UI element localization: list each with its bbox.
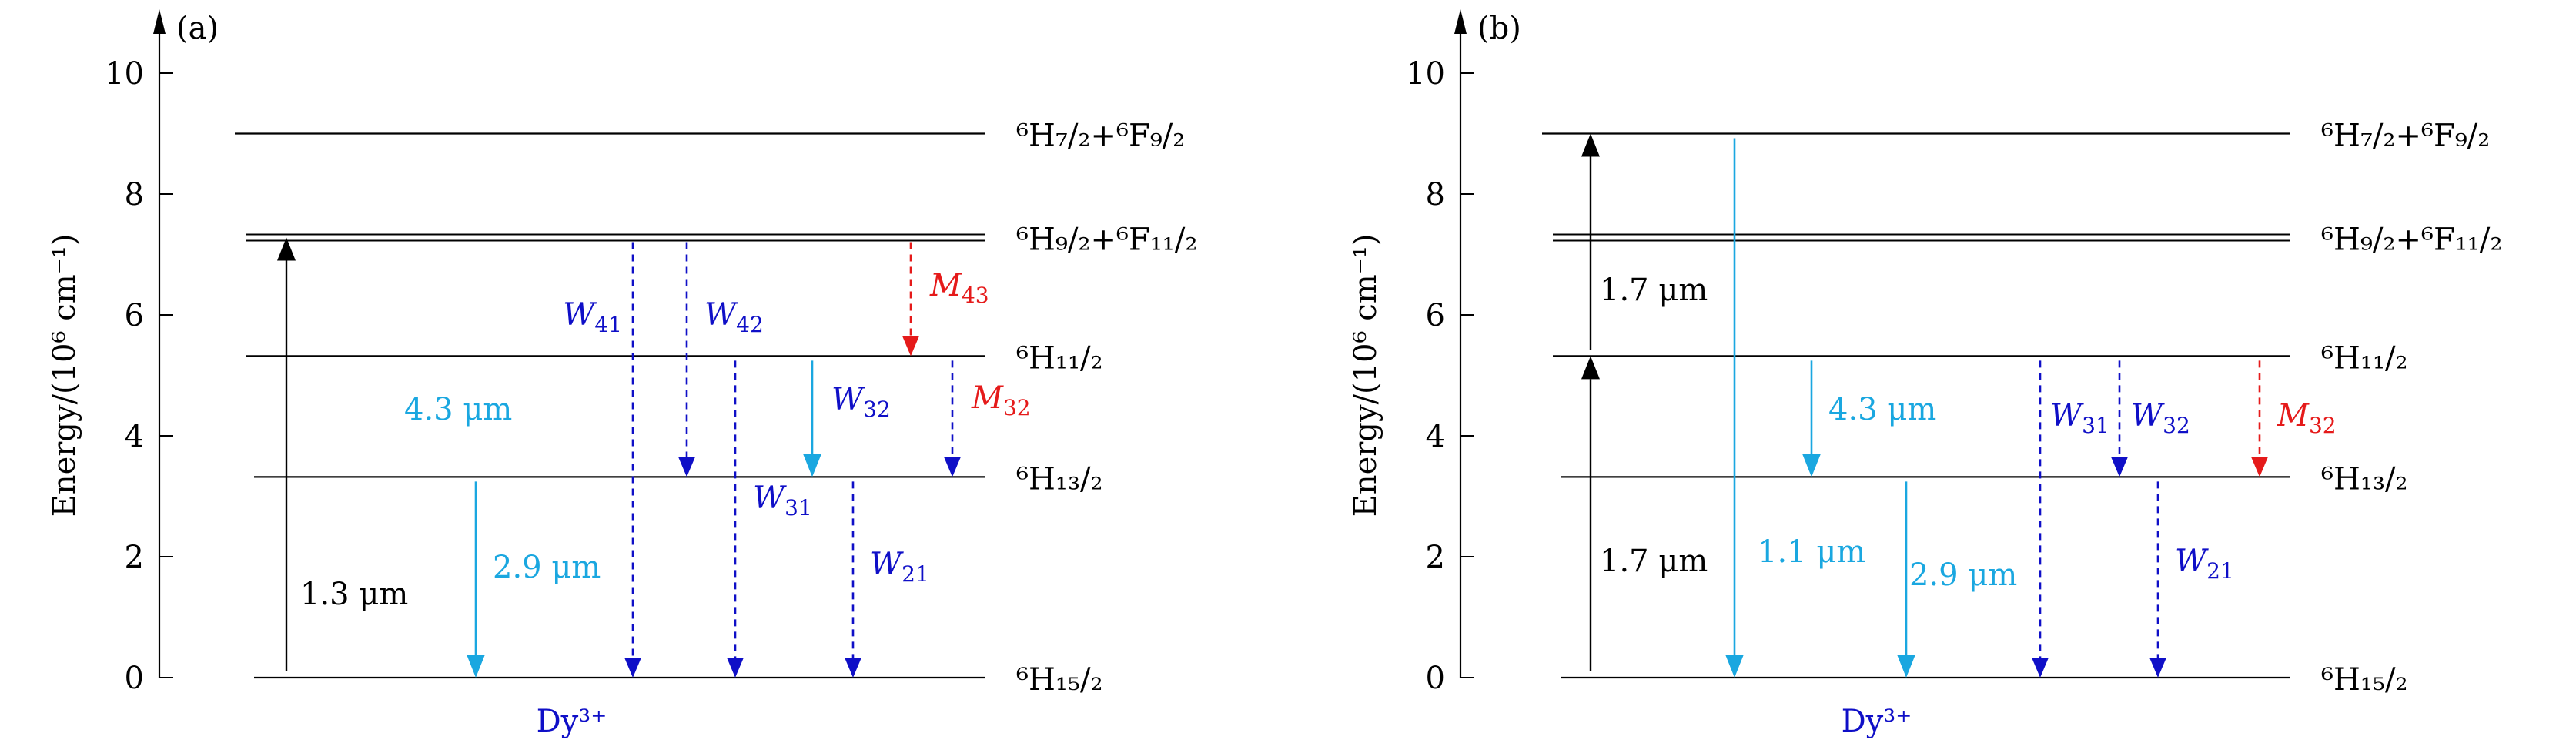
transition-label: W32: [2131, 398, 2190, 438]
ion-label: Dy³⁺: [1842, 704, 1912, 739]
transition-label: 4.3 μm: [1828, 392, 1936, 427]
transition-label: 1.7 μm: [1600, 273, 1708, 308]
transition-label: 4.3 μm: [404, 392, 512, 427]
energy-level-label: ⁶H₇/₂+⁶F₉/₂: [2321, 119, 2490, 154]
energy-level-label: ⁶H₉/₂+⁶F₁₁/₂: [2321, 223, 2502, 258]
transition-w21: [2149, 481, 2166, 678]
panel-b: 0 2 4 6 8 10 Energy/(10⁶ cm⁻¹) (b) ⁶H₁₅/₂ ⁶H₁₃/₂ ⁶…: [1348, 9, 2502, 739]
transition-label: 2.9 μm: [1909, 557, 2017, 593]
transition-2.9-μm: [467, 481, 485, 678]
arrowhead-icon: [1725, 655, 1744, 678]
arrowhead-icon: [1581, 133, 1600, 157]
transition-label: W41: [563, 297, 622, 337]
arrowhead-icon: [845, 658, 861, 678]
arrowhead-icon: [1897, 655, 1915, 678]
ion-label: Dy³⁺: [537, 704, 607, 739]
arrowhead-icon: [624, 658, 641, 678]
transition-4.3-μm: [1802, 360, 1821, 477]
panel-label: (b): [1477, 11, 1521, 46]
transition-label: W21: [2175, 544, 2234, 584]
panel-label: (a): [176, 11, 219, 46]
transition-w42: [678, 242, 695, 477]
energy-level-label: ⁶H₁₅/₂: [1016, 662, 1103, 698]
y-tick-label: 10: [1406, 56, 1445, 92]
y-tick-label: 8: [125, 177, 144, 213]
arrowhead-icon: [2032, 658, 2049, 678]
energy-level-label: ⁶H₁₃/₂: [1016, 461, 1103, 497]
transition-m43: [902, 242, 919, 357]
arrowhead-icon: [467, 655, 485, 678]
arrowhead-icon: [803, 454, 821, 477]
y-tick-label: 2: [125, 540, 144, 575]
transition-1.1-μm: [1725, 138, 1744, 678]
arrowhead-icon: [1581, 356, 1600, 380]
y-tick-label: 8: [1426, 177, 1445, 213]
y-axis-title: Energy/(10⁶ cm⁻¹): [1348, 234, 1383, 517]
y-tick-label: 6: [125, 298, 144, 333]
arrowhead-icon: [2251, 457, 2268, 477]
transition-label: M32: [2277, 398, 2337, 438]
transition-label: W31: [2050, 398, 2109, 438]
y-tick-label: 4: [1426, 419, 1445, 454]
arrowhead-icon: [277, 237, 296, 261]
energy-level-label: ⁶H₁₃/₂: [2321, 461, 2408, 497]
transition-w41: [624, 242, 641, 678]
y-axis-arrow-icon: [153, 9, 166, 34]
energy-level-label: ⁶H₁₁/₂: [1016, 340, 1103, 376]
y-tick-label: 0: [125, 661, 144, 696]
arrowhead-icon: [2149, 658, 2166, 678]
y-axis-arrow-icon: [1454, 9, 1467, 34]
y-tick-label: 6: [1426, 298, 1445, 333]
y-tick-label: 4: [125, 419, 144, 454]
transition-m32: [2251, 360, 2268, 477]
transition-label: 2.9 μm: [493, 550, 601, 585]
transition-label: W21: [870, 547, 929, 587]
transition-w21: [845, 481, 861, 678]
y-tick-label: 2: [1426, 540, 1445, 575]
transition-label: W42: [704, 297, 764, 337]
y-tick-label: 10: [105, 56, 144, 92]
energy-level-label: ⁶H₁₅/₂: [2321, 662, 2408, 698]
energy-level-label: ⁶H₇/₂+⁶F₉/₂: [1016, 119, 1185, 154]
y-axis-title: Energy/(10⁶ cm⁻¹): [47, 234, 82, 517]
transition-w31: [2032, 360, 2049, 678]
transition-1.7-μm: [1581, 133, 1600, 350]
energy-level-label: ⁶H₁₁/₂: [2321, 340, 2408, 376]
transition-4.3-μm: [803, 360, 821, 477]
transition-w32: [944, 360, 961, 477]
arrowhead-icon: [727, 658, 744, 678]
transition-label: W32: [831, 382, 891, 422]
transition-label: 1.3 μm: [300, 577, 408, 612]
panel-a: 0 2 4 6 8 10 Energy/(10⁶ cm⁻¹) (a) ⁶H₁₅/₂ ⁶H₁₃/₂ ⁶…: [47, 9, 1197, 739]
transition-label: 1.1 μm: [1758, 534, 1865, 570]
transition-label: W31: [753, 480, 812, 521]
energy-level-label: ⁶H₉/₂+⁶F₁₁/₂: [1016, 223, 1197, 258]
arrowhead-icon: [2111, 457, 2128, 477]
transition-2.9-μm: [1897, 481, 1915, 678]
arrowhead-icon: [902, 336, 919, 357]
y-tick-label: 0: [1426, 661, 1445, 696]
transition-w32: [2111, 360, 2128, 477]
transition-w31: [727, 360, 744, 678]
transition-1.7-μm: [1581, 356, 1600, 671]
transition-label: M43: [929, 268, 989, 308]
transition-label: M32: [971, 380, 1031, 420]
arrowhead-icon: [1802, 454, 1821, 477]
arrowhead-icon: [678, 457, 695, 477]
arrowhead-icon: [944, 457, 961, 477]
transition-1.3-μm: [277, 237, 296, 671]
transition-label: 1.7 μm: [1600, 544, 1708, 579]
